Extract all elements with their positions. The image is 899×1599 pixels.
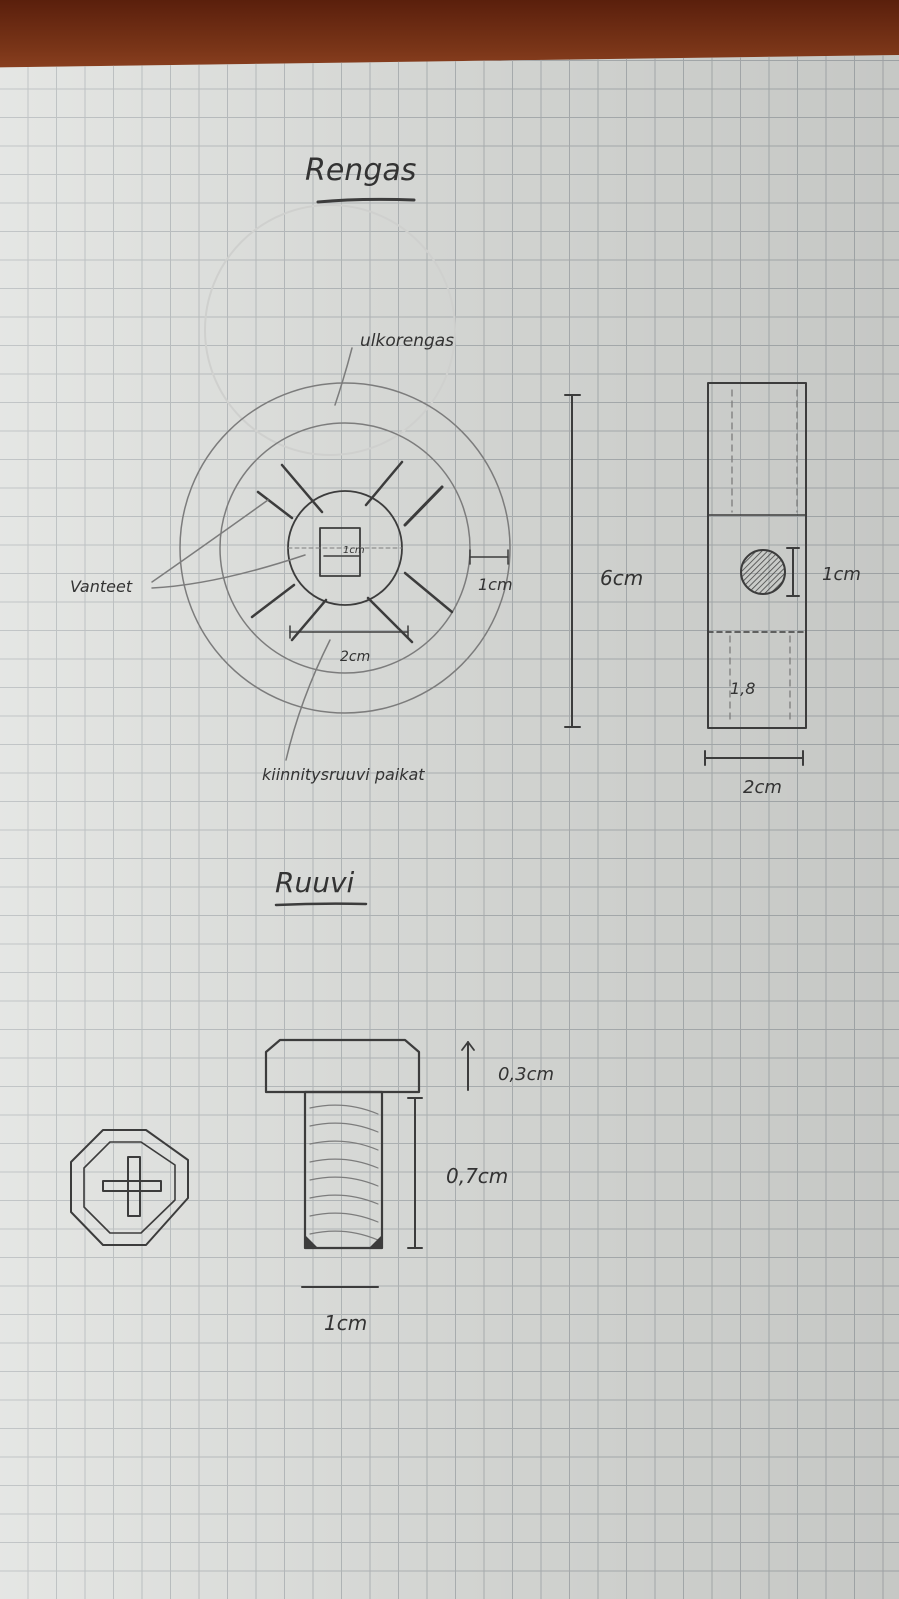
- wheel-front-view: 1cm 1cm 2cm: [179, 382, 513, 714]
- shank-corner-mark: [305, 1235, 318, 1248]
- bolt-holes-leader: [285, 639, 331, 761]
- side-outline: [707, 382, 807, 729]
- shank-dim-label: 0,7cm: [446, 1164, 508, 1188]
- spoke: [364, 460, 404, 507]
- spoke: [280, 463, 324, 514]
- erased-circle: [204, 204, 456, 456]
- phillips-slot-horizontal: [102, 1180, 162, 1192]
- screw-side-view: 0,3cm 0,7cm 1cm: [264, 1038, 554, 1335]
- hub-square-dim: 1cm: [343, 545, 365, 556]
- hub-width-dim-label: 2cm: [340, 649, 370, 665]
- screw-head: [264, 1038, 421, 1094]
- wheel-title: Rengas: [305, 153, 416, 188]
- screw-head-octagon: [70, 1129, 189, 1246]
- height-dim-label: 6cm: [600, 566, 643, 590]
- spoke: [366, 596, 414, 644]
- side-inner-dim-label: 1,8: [730, 679, 755, 698]
- hub-square: [319, 527, 361, 577]
- axle-hole: [740, 549, 786, 595]
- wheel-side-view: 1cm 1,8 2cm: [704, 382, 861, 798]
- graph-paper: [0, 55, 899, 1599]
- bolt-holes-label: kiinnitysruuvi paikat: [262, 765, 425, 784]
- wheel-title-underline: [316, 197, 416, 204]
- spoke: [250, 583, 296, 619]
- rim-dim-label: 1cm: [478, 575, 513, 594]
- shank-corner-mark: [369, 1235, 382, 1248]
- width-dim-label: 2cm: [743, 777, 782, 798]
- spoke: [256, 490, 294, 520]
- phillips-slot-vertical: [127, 1156, 141, 1217]
- screw-title-underline: [274, 902, 368, 907]
- outer-tire: [179, 382, 511, 714]
- spokes-label: Vanteet: [70, 577, 133, 596]
- spokes: [250, 460, 454, 644]
- head-dim-arrow: [461, 1041, 475, 1051]
- spokes-leader: [151, 554, 306, 589]
- screw-width-dim-label: 1cm: [324, 1311, 367, 1335]
- screw-shank: [303, 1090, 384, 1250]
- hole-dim-label: 1cm: [822, 564, 861, 585]
- spoke: [403, 485, 444, 527]
- screw-threads: [309, 1104, 379, 1241]
- rim-circle: [219, 422, 471, 674]
- spoke: [403, 571, 454, 614]
- height-dimension: 6cm: [564, 394, 643, 728]
- spokes-leader: [151, 499, 269, 583]
- spoke: [290, 598, 328, 642]
- screw-title: Ruuvi: [275, 866, 355, 899]
- screw-head-inner: [83, 1141, 176, 1234]
- outer-ring-label: ulkorengas: [360, 331, 454, 351]
- head-dim-label: 0,3cm: [498, 1064, 554, 1085]
- screw-top-view: [70, 1129, 189, 1246]
- outer-ring-leader: [334, 347, 353, 406]
